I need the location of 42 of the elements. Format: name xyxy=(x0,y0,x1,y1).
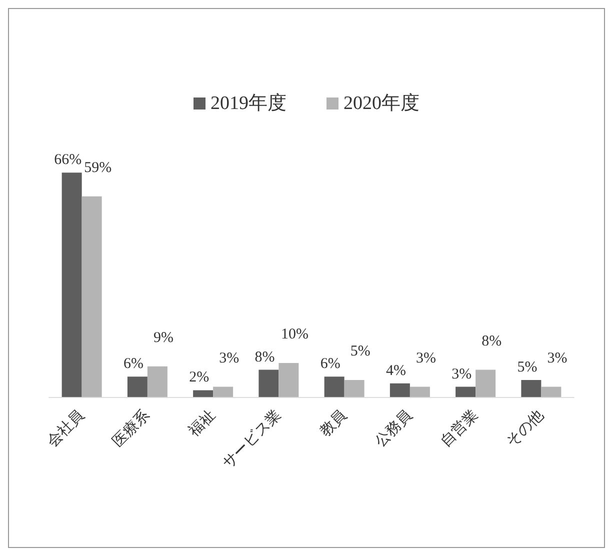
data-label: 9% xyxy=(153,330,174,346)
bar xyxy=(521,380,542,397)
bar xyxy=(410,386,430,397)
data-label: 10% xyxy=(280,326,308,342)
bar xyxy=(258,370,279,397)
data-label: 3% xyxy=(416,350,436,366)
bar xyxy=(213,386,234,397)
bar xyxy=(344,380,364,397)
data-label: 4% xyxy=(386,362,406,379)
x-tick-label: その他 xyxy=(503,406,547,450)
bar xyxy=(147,366,168,397)
x-tick-label: 教員 xyxy=(317,407,350,440)
x-tick-label: 医療系 xyxy=(109,406,154,450)
data-label: 6% xyxy=(320,356,340,372)
data-label: 3% xyxy=(219,350,240,366)
bar xyxy=(62,172,82,397)
bar xyxy=(476,370,496,397)
bar xyxy=(193,390,214,397)
bar xyxy=(278,363,299,397)
bar xyxy=(541,386,562,397)
x-tick-label: 自営業 xyxy=(437,406,482,450)
data-label: 3% xyxy=(547,350,568,366)
data-label: 5% xyxy=(350,344,370,360)
data-label: 3% xyxy=(452,366,472,382)
legend-label: 2019年度 xyxy=(210,92,286,114)
bar xyxy=(324,376,344,397)
x-tick-label: サービス業 xyxy=(219,406,284,472)
bar xyxy=(127,376,148,397)
x-tick-label: 会社員 xyxy=(44,406,88,450)
data-label: 8% xyxy=(482,333,502,350)
x-tick-label: 公務員 xyxy=(372,406,416,450)
bar xyxy=(82,196,102,397)
data-label: 6% xyxy=(123,356,144,372)
bar xyxy=(390,383,410,397)
x-tick-label: 福祉 xyxy=(185,406,219,440)
data-label: 66% xyxy=(54,152,82,168)
data-label: 8% xyxy=(254,349,275,366)
data-label: 2% xyxy=(189,370,210,386)
data-label: 5% xyxy=(517,360,538,376)
data-label: 59% xyxy=(84,160,112,176)
bar xyxy=(456,386,476,397)
legend-label: 2020年度 xyxy=(344,92,420,114)
